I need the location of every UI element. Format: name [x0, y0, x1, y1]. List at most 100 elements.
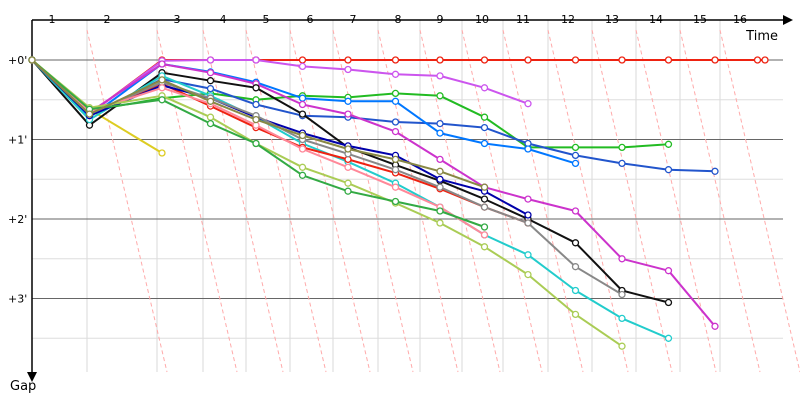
series-point [480, 203, 489, 211]
lap-dash-line [86, 29, 168, 373]
lap-dash-line [377, 29, 459, 373]
series-point [391, 155, 400, 164]
series-point [618, 290, 626, 299]
series-point [711, 167, 719, 175]
series-point [571, 286, 580, 295]
lap-dash-line [679, 29, 761, 373]
series-point [158, 149, 166, 157]
series-line [31, 59, 485, 189]
series-point [524, 251, 532, 259]
series-point [480, 231, 489, 239]
series-point [711, 322, 719, 330]
lap-dash-line [289, 29, 371, 373]
series-point [571, 56, 580, 64]
series-point [618, 314, 626, 323]
series-point [344, 179, 352, 187]
series-point [753, 56, 762, 64]
series-point [571, 159, 580, 168]
series-point [664, 267, 673, 275]
series-point [391, 118, 400, 126]
series-point [664, 140, 673, 148]
series-point [436, 56, 444, 64]
series-point [436, 72, 444, 80]
series-point [480, 195, 489, 203]
series-point [344, 187, 352, 195]
series-point [436, 175, 444, 183]
series-point [524, 195, 532, 203]
series-point [298, 131, 307, 140]
series-point [436, 219, 444, 227]
series-point [206, 119, 215, 128]
series-point [85, 110, 94, 118]
series-point [436, 167, 444, 175]
series-point [391, 183, 400, 191]
y-tick-label: +1' [8, 134, 27, 147]
series-point [480, 183, 489, 191]
y-axis-arrow [27, 372, 37, 382]
series-point [298, 100, 307, 109]
series-point [524, 211, 532, 219]
series-point [571, 263, 580, 271]
series-point [571, 310, 580, 319]
series-point [436, 119, 444, 128]
series-point [571, 143, 580, 152]
series-point [480, 84, 489, 92]
series-point [480, 243, 489, 251]
lap-dash-line [419, 29, 501, 373]
x-axis-title: Time [745, 29, 778, 44]
series-point [344, 110, 352, 118]
series-point [298, 62, 307, 71]
lap-dash-line [635, 29, 717, 373]
series-point [298, 145, 307, 153]
lap-dash-line [202, 29, 284, 373]
series-point [761, 56, 769, 64]
lap-dash-line [719, 29, 800, 373]
series-point [206, 56, 215, 64]
series-point [298, 94, 307, 102]
series-point [436, 92, 444, 100]
series-point [252, 100, 260, 109]
series-point [252, 56, 260, 64]
series-point [391, 89, 400, 98]
series-point [391, 70, 400, 78]
series-point [252, 139, 260, 148]
series-point [524, 219, 532, 227]
series-point [711, 56, 719, 64]
series-line [31, 59, 485, 228]
series-point [524, 56, 532, 64]
series-point [524, 100, 532, 108]
series-line [31, 59, 486, 236]
series-point [618, 342, 626, 350]
series-point [344, 163, 352, 171]
x-axis-arrow [783, 15, 793, 25]
y-tick-label: +0' [8, 54, 27, 67]
lap-dash-line [591, 29, 673, 373]
series-point [664, 298, 673, 307]
series-point [344, 56, 352, 64]
series-point [571, 207, 580, 215]
series-point [618, 56, 626, 64]
series-line [31, 59, 669, 304]
series-point [480, 223, 489, 231]
series-point [664, 56, 673, 64]
series-point [158, 60, 166, 68]
series-point [158, 76, 166, 84]
series-line [31, 59, 623, 348]
series-point [158, 96, 166, 104]
series-point [298, 56, 307, 64]
series-point [298, 163, 307, 171]
series-line [31, 59, 669, 340]
series-point [480, 139, 489, 148]
series-point [618, 255, 626, 263]
series-point [664, 166, 673, 174]
series-line [31, 59, 669, 149]
series-point [524, 145, 532, 153]
series-line [31, 59, 529, 224]
series-point [206, 77, 215, 85]
series-point [436, 207, 444, 215]
series-point [664, 334, 673, 342]
series-point [436, 155, 444, 164]
series-point [524, 270, 532, 279]
